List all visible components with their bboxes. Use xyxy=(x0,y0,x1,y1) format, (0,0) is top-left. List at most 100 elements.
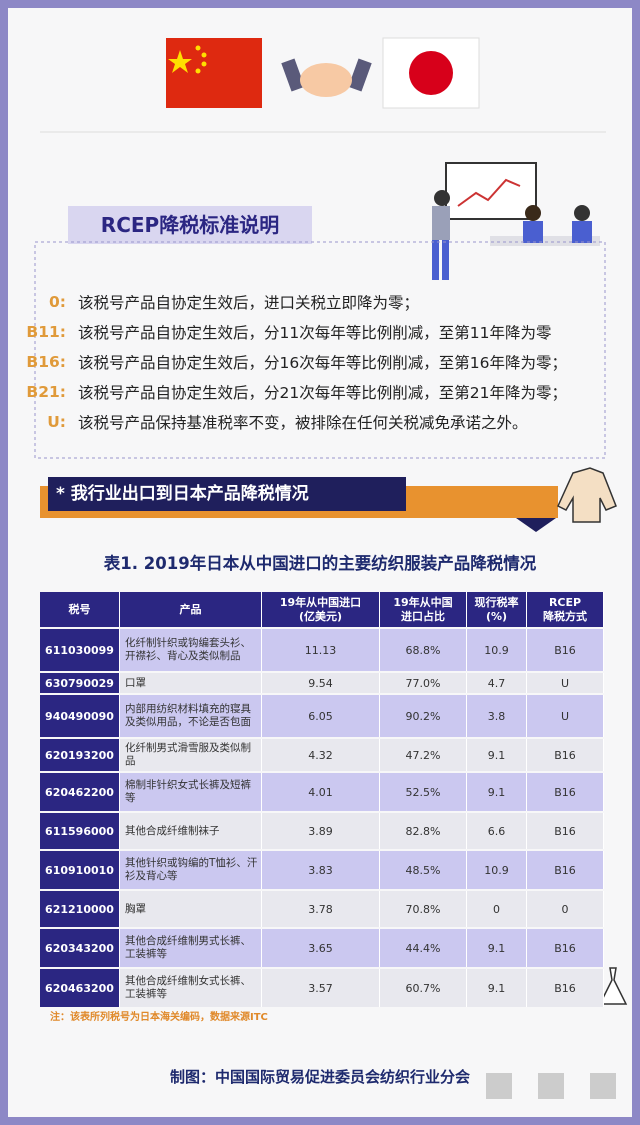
rule-code: 0: xyxy=(49,293,66,311)
rule-text: 该税号产品保持基准税率不变，被排除在任何关税减免承诺之外。 xyxy=(78,414,528,432)
cell: B16 xyxy=(527,739,604,771)
column-header: RCEP 降税方式 xyxy=(527,592,604,627)
cell: 0 xyxy=(467,891,527,927)
cell: 其他合成纤维制女式长裤、工装裤等 xyxy=(120,969,262,1007)
cell: 3.78 xyxy=(262,891,380,927)
cell: 48.5% xyxy=(380,851,467,889)
banner-title: * 我行业出口到日本产品降税情况 xyxy=(56,484,309,504)
table-row: 611030099 化纤制针织或钩编套头衫、开襟衫、背心及类似制品 11.13 68.… xyxy=(40,629,604,671)
rules-box xyxy=(34,241,606,459)
cell: 611596000 xyxy=(40,813,120,849)
credit: 制图：中国国际贸易促进委员会纺织行业分会 xyxy=(169,1068,470,1086)
rule: B21: 该税号产品自协定生效后，分21次每年等比例削减，至第21年降为零； xyxy=(8,380,588,404)
table-title: 表1. 2019年日本从中国进口的主要纺织服装产品降税情况 xyxy=(103,554,537,573)
meeting-illustration xyxy=(432,162,600,280)
cell: 化纤制针织或钩编套头衫、开襟衫、背心及类似制品 xyxy=(120,629,262,671)
cell: 11.13 xyxy=(262,629,380,671)
cell: U xyxy=(527,673,604,693)
cell: 60.7% xyxy=(380,969,467,1007)
cell: 其他针织或钩编的T恤衫、汗衫及背心等 xyxy=(120,851,262,889)
decorations xyxy=(34,37,628,1099)
cell: 82.8% xyxy=(380,813,467,849)
table-row: 620193200 化纤制男式滑雪服及类似制品 4.32 47.2% 9.1 B16 xyxy=(40,739,604,771)
cell: 620463200 xyxy=(40,969,120,1007)
rule-code: B16: xyxy=(26,353,66,371)
dress-icon xyxy=(598,967,628,1005)
cell: 621210000 xyxy=(40,891,120,927)
cell: 内部用纺织材料填充的寝具及类似用品，不论是否包面 xyxy=(120,695,262,737)
table-row: 610910010 其他针织或钩编的T恤衫、汗衫及背心等 3.83 48.5% 10.9… xyxy=(40,851,604,889)
rule-text: 该税号产品自协定生效后，分11次每年等比例削减，至第11年降为零 xyxy=(78,324,552,342)
cell: 70.8% xyxy=(380,891,467,927)
cell: 940490090 xyxy=(40,695,120,737)
header-row: 税号 产品 19年从中国进口 (亿美元) 19年从中国 进口占比 现行税率 (%) RCE… xyxy=(40,592,604,627)
cell: 9.54 xyxy=(262,673,380,693)
cell: 9.1 xyxy=(467,969,527,1007)
cell: 620193200 xyxy=(40,739,120,771)
cell: 10.9 xyxy=(467,851,527,889)
table-row: 940490090 内部用纺织材料填充的寝具及类似用品，不论是否包面 6.05 90.… xyxy=(40,695,604,737)
rule-text: 该税号产品自协定生效后，分21次每年等比例削减，至第21年降为零； xyxy=(78,384,567,402)
rule: U: 该税号产品保持基准税率不变，被排除在任何关税减免承诺之外。 xyxy=(8,410,588,434)
rule-code: B21: xyxy=(26,383,66,401)
cell: 其他合成纤维制男式长裤、工装裤等 xyxy=(120,929,262,967)
watermark xyxy=(486,1073,616,1099)
cell: B16 xyxy=(527,773,604,811)
cell: 68.8% xyxy=(380,629,467,671)
cell: 6.05 xyxy=(262,695,380,737)
rule: 0: 该税号产品自协定生效后，进口关税立即降为零； xyxy=(8,290,588,314)
cell: 52.5% xyxy=(380,773,467,811)
table-row: 630790029 口罩 9.54 77.0% 4.7 U xyxy=(40,673,604,693)
cell: 其他合成纤维制袜子 xyxy=(120,813,262,849)
china-flag xyxy=(166,38,262,108)
table-row: 620462200 棉制非针织女式长裤及短裤等 4.01 52.5% 9.1 B16 xyxy=(40,773,604,811)
rule: B11: 该税号产品自协定生效后，分11次每年等比例削减，至第11年降为零 xyxy=(8,320,588,344)
table: 税号 产品 19年从中国进口 (亿美元) 19年从中国 进口占比 现行税率 (%) RCE… xyxy=(40,590,604,1009)
column-header: 现行税率 (%) xyxy=(467,592,527,627)
sweater-icon xyxy=(557,467,617,523)
table-row: 620343200 其他合成纤维制男式长裤、工装裤等 3.65 44.4% 9.1 B16 xyxy=(40,929,604,967)
rule: B16: 该税号产品自协定生效后，分16次每年等比例削减，至第16年降为零； xyxy=(8,350,588,374)
cell: 3.65 xyxy=(262,929,380,967)
table-row: 621210000 胸罩 3.78 70.8% 0 0 xyxy=(40,891,604,927)
cell: 44.4% xyxy=(380,929,467,967)
cell: 77.0% xyxy=(380,673,467,693)
rule-text: 该税号产品自协定生效后，进口关税立即降为零； xyxy=(78,294,420,312)
cell: 9.1 xyxy=(467,739,527,771)
banner-box xyxy=(48,477,406,511)
cell: 3.57 xyxy=(262,969,380,1007)
cell: 0 xyxy=(527,891,604,927)
cell: 4.7 xyxy=(467,673,527,693)
cell: 630790029 xyxy=(40,673,120,693)
column-header: 19年从中国 进口占比 xyxy=(380,592,467,627)
cell: 3.89 xyxy=(262,813,380,849)
cell: 47.2% xyxy=(380,739,467,771)
cell: 4.01 xyxy=(262,773,380,811)
rule-code: B11: xyxy=(26,323,66,341)
cell: B16 xyxy=(527,851,604,889)
cell: 620462200 xyxy=(40,773,120,811)
cell: 4.32 xyxy=(262,739,380,771)
cell: 3.83 xyxy=(262,851,380,889)
cell: 611030099 xyxy=(40,629,120,671)
note: 注：该表所列税号为日本海关编码，数据来源ITC xyxy=(50,1012,268,1023)
cell: 化纤制男式滑雪服及类似制品 xyxy=(120,739,262,771)
column-header: 税号 xyxy=(40,592,120,627)
rule-code: U: xyxy=(47,413,66,431)
cell: 10.9 xyxy=(467,629,527,671)
cell: 90.2% xyxy=(380,695,467,737)
rule-text: 该税号产品自协定生效后，分16次每年等比例削减，至第16年降为零； xyxy=(78,354,567,372)
heading-box xyxy=(68,206,312,244)
cell: 620343200 xyxy=(40,929,120,967)
table-row: 611596000 其他合成纤维制袜子 3.89 82.8% 6.6 B16 xyxy=(40,813,604,849)
heading: RCEP降税标准说明 xyxy=(100,213,280,237)
cell: 9.1 xyxy=(467,929,527,967)
column-header: 产品 xyxy=(120,592,262,627)
cell: B16 xyxy=(527,813,604,849)
handshake-icon xyxy=(281,58,372,97)
rules: 0: 该税号产品自协定生效后，进口关税立即降为零； B11: 该税号产品自协定生效后，… xyxy=(8,290,608,450)
column-header: 19年从中国进口 (亿美元) xyxy=(262,592,380,627)
cell: B16 xyxy=(527,929,604,967)
cell: 棉制非针织女式长裤及短裤等 xyxy=(120,773,262,811)
